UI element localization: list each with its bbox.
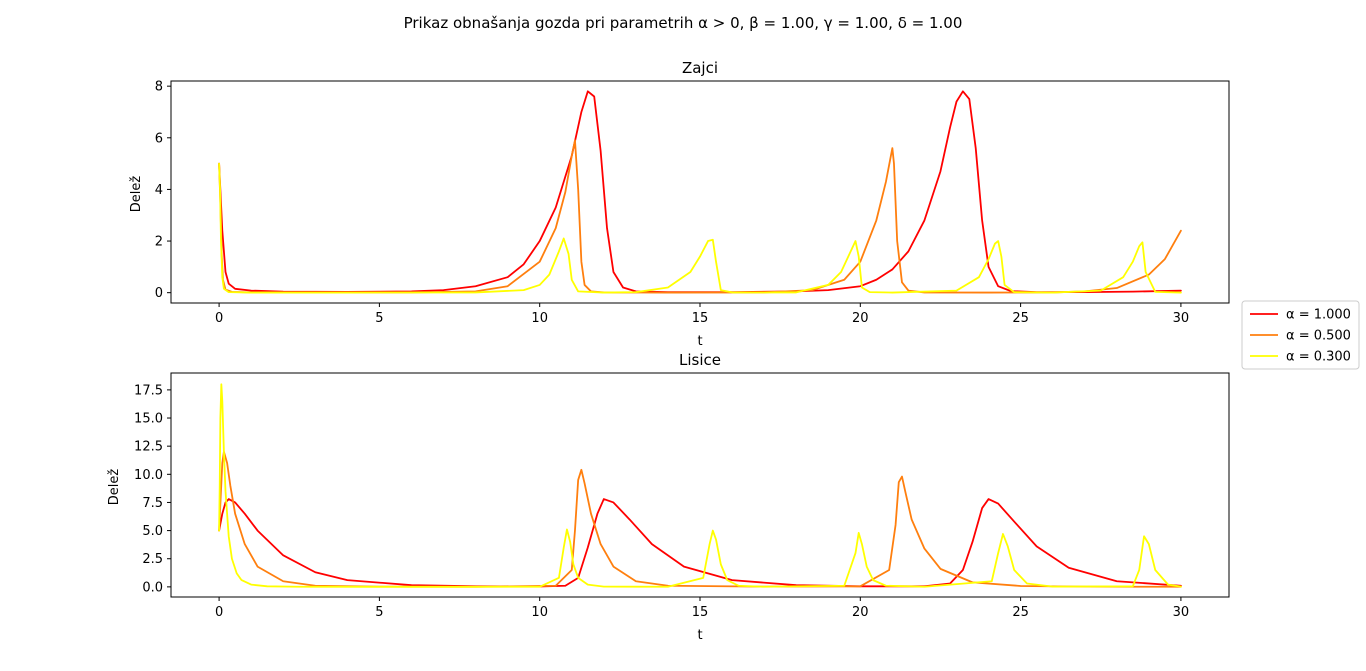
x-tick-label: 15: [692, 311, 709, 326]
y-axis-label: Delež: [129, 176, 144, 213]
axes-frame: [170, 80, 1230, 304]
x-tick-label: 25: [1012, 605, 1029, 620]
y-tick-label: 0.0: [142, 580, 163, 595]
series-line-1: [218, 498, 1182, 588]
y-tick-label: 5.0: [142, 524, 163, 539]
y-tick-label: 15.0: [134, 412, 163, 427]
subplot-zajci: 0 5 10 15 20 25 30 0 2 4 6 8 Zajci t Delež: [129, 59, 1230, 349]
x-tick-label: 0: [215, 605, 223, 620]
x-tick-label: 30: [1173, 311, 1190, 326]
x-tick-label: 25: [1012, 311, 1029, 326]
x-tick-label: 20: [852, 311, 869, 326]
x-tick-label: 20: [852, 605, 869, 620]
y-tick-label: 0: [155, 286, 163, 301]
axes-frame: [170, 372, 1230, 598]
legend: α = 1.000 α = 0.500 α = 0.300: [1241, 300, 1360, 370]
y-tick-label: 17.5: [134, 383, 163, 398]
y-tick-label: 6: [155, 131, 163, 146]
x-tick-label: 30: [1173, 605, 1190, 620]
y-tick-label: 2.5: [142, 552, 163, 567]
series-line-3: [218, 383, 1182, 588]
figure-suptitle: Prikaz obnašanja gozda pri parametrih α …: [404, 14, 963, 32]
legend-frame: [1241, 300, 1360, 370]
legend-label-1: α = 1.000: [1286, 308, 1351, 323]
series-line-1: [218, 90, 1182, 294]
y-tick-label: 7.5: [142, 496, 163, 511]
x-axis-label: t: [697, 628, 702, 643]
y-tick-label: 2: [155, 235, 163, 250]
x-tick-label: 10: [531, 311, 548, 326]
legend-label-2: α = 0.500: [1286, 329, 1351, 344]
y-tick-label: 10.0: [134, 468, 163, 483]
y-tick-label: 4: [155, 183, 163, 198]
y-tick-label: 8: [155, 80, 163, 95]
x-tick-label: 5: [375, 311, 383, 326]
series-line-2: [218, 450, 1182, 588]
subplot-title: Zajci: [682, 59, 718, 77]
subplot-title: Lisice: [679, 351, 721, 369]
series-line-2: [218, 139, 1182, 294]
y-axis-label: Delež: [107, 469, 122, 506]
x-tick-label: 5: [375, 605, 383, 620]
plot-area: [218, 383, 1182, 588]
series-line-3: [218, 162, 1182, 294]
plot-area: [218, 90, 1182, 294]
y-tick-label: 12.5: [134, 440, 163, 455]
subplot-lisice: 0 5 10 15 20 25 30 0.0 2.5 5.0 7.5 10.0 12.5 15.0 17.5…: [107, 351, 1230, 643]
x-tick-label: 15: [692, 605, 709, 620]
x-tick-label: 0: [215, 311, 223, 326]
x-axis-label: t: [697, 334, 702, 349]
legend-label-3: α = 0.300: [1286, 350, 1351, 365]
x-tick-label: 10: [531, 605, 548, 620]
